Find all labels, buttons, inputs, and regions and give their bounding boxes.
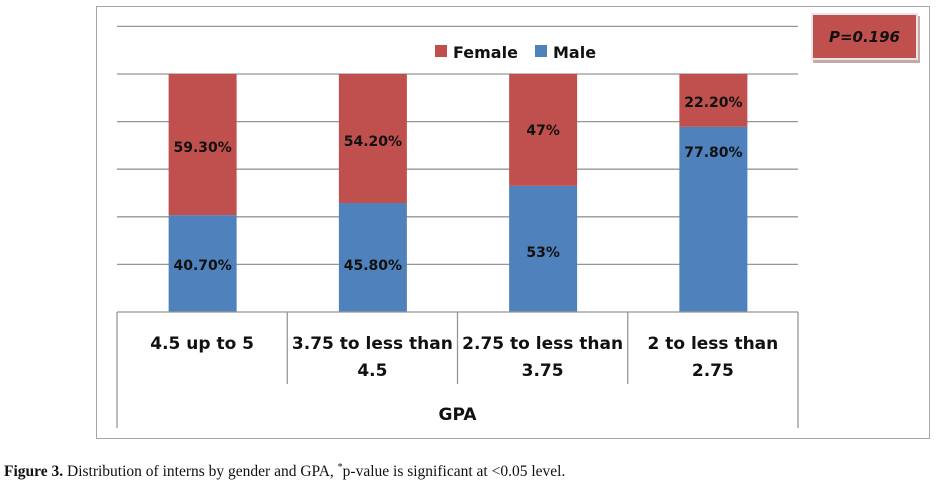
data-label: 45.80% (344, 258, 402, 274)
legend-label-male: Male (553, 43, 596, 62)
category-label: 3.75 to less than (292, 334, 453, 354)
data-label: 22.20% (684, 95, 742, 111)
p-value-annotation: P=0.196 (811, 13, 918, 60)
category-label: 4.5 up to 5 (150, 334, 254, 354)
figure-label: Figure 3. (4, 463, 64, 480)
figure-caption: Figure 3. Distribution of interns by gen… (4, 462, 565, 481)
category-label: 2.75 (692, 361, 734, 381)
bar-male (338, 202, 407, 312)
category-label: 3.75 (522, 361, 564, 381)
bar-female (679, 74, 748, 127)
data-label: 77.80% (684, 145, 742, 161)
x-axis-title: GPA (438, 405, 477, 425)
category-label: 2.75 to less than (462, 334, 623, 354)
category-label: 2 to less than (647, 334, 778, 354)
bar-male (168, 215, 237, 312)
caption-text-2: p-value is significant at <0.05 level. (342, 463, 566, 480)
data-label: 54.20% (344, 134, 402, 150)
bar-female (168, 74, 237, 216)
bar-male (509, 185, 578, 312)
caption-asterisk: * (337, 462, 343, 473)
legend-swatch-male (535, 45, 547, 57)
data-label: 53% (526, 245, 560, 261)
p-value-text: P=0.196 (828, 27, 900, 46)
bar-male (679, 126, 748, 312)
caption-text-1: Distribution of interns by gender and GP… (63, 463, 338, 480)
legend-label-female: Female (453, 43, 518, 62)
data-label: 47% (526, 123, 560, 139)
bar-female (338, 74, 407, 203)
legend-swatch-female (435, 45, 447, 57)
category-label: 4.5 (357, 361, 387, 381)
bar-female (509, 74, 578, 186)
data-label: 59.30% (173, 140, 231, 156)
data-label: 40.70% (173, 258, 231, 274)
